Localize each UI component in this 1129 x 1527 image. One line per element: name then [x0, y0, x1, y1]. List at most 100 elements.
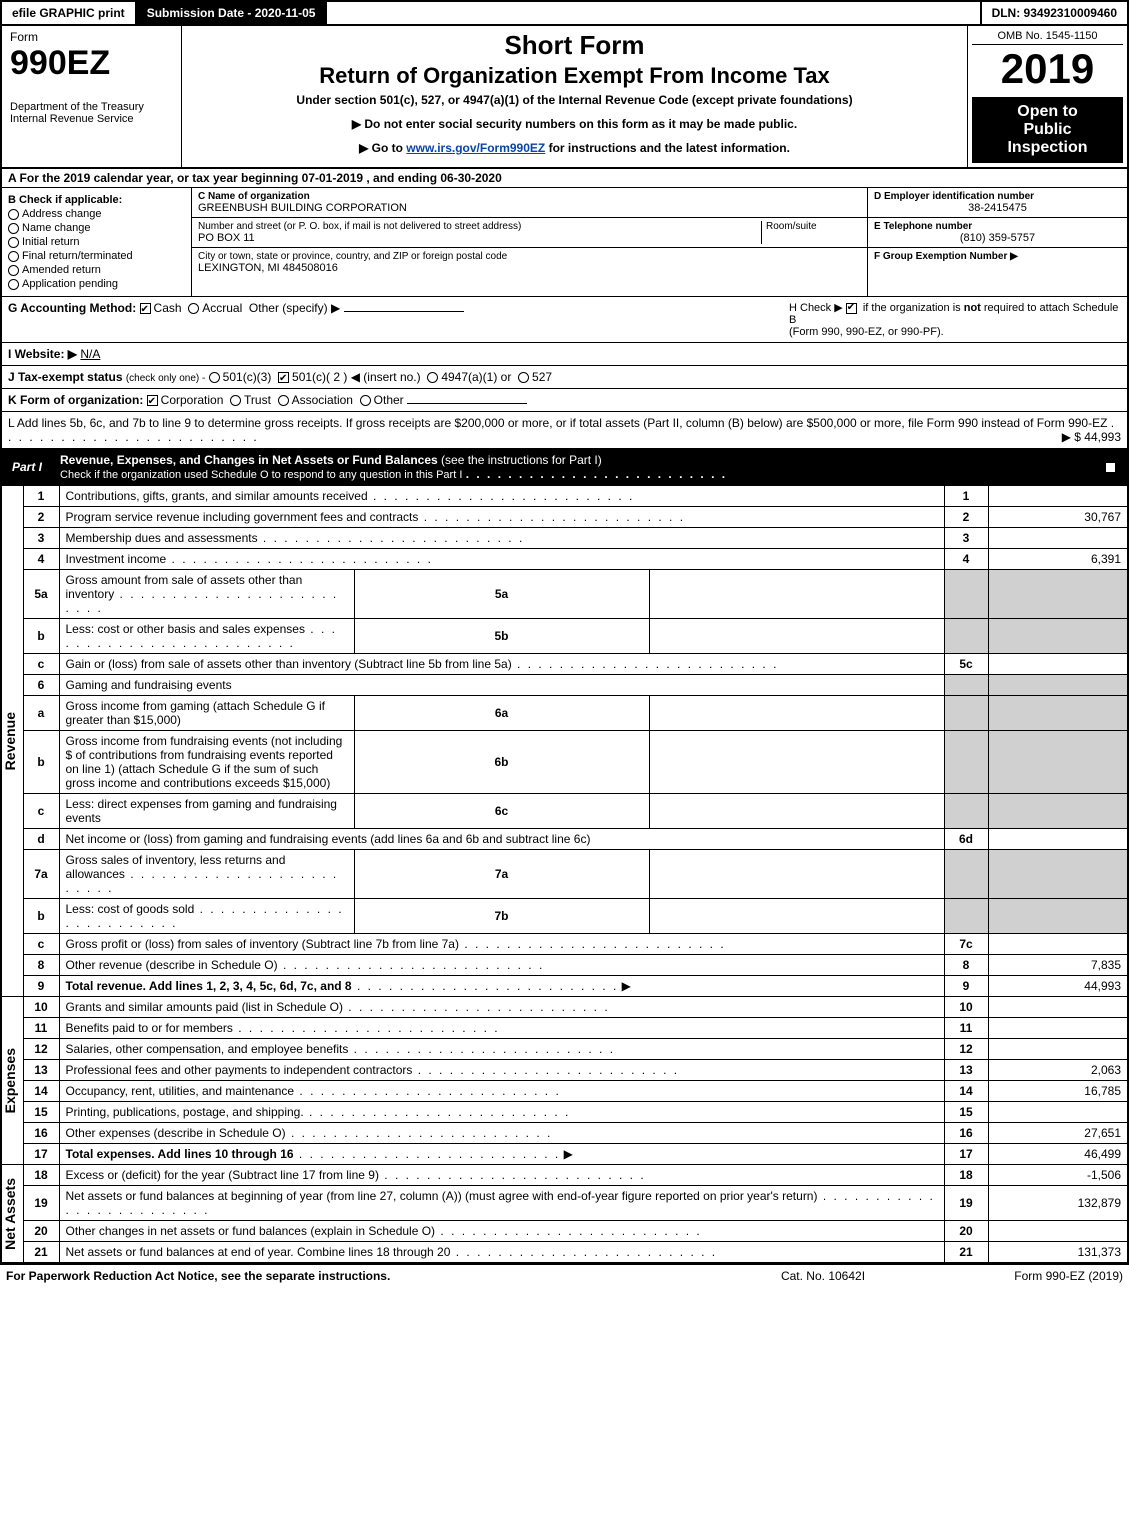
period-row: A For the 2019 calendar year, or tax yea… — [0, 169, 1129, 188]
line-ref: 9 — [944, 976, 988, 997]
irs-link[interactable]: www.irs.gov/Form990EZ — [406, 141, 545, 155]
chk-accrual[interactable] — [188, 303, 199, 314]
line-num: 5a — [23, 570, 59, 619]
submission-date: Submission Date - 2020-11-05 — [137, 2, 328, 24]
line-num: 14 — [23, 1081, 59, 1102]
chk-pending[interactable] — [8, 279, 19, 290]
sub-num: 5b — [354, 619, 649, 654]
line-num: b — [23, 619, 59, 654]
chk-501c3[interactable] — [209, 372, 220, 383]
chk-501c[interactable] — [278, 372, 289, 383]
line-num: c — [23, 654, 59, 675]
efile-button[interactable]: efile GRAPHIC print — [2, 2, 137, 24]
chk-address[interactable] — [8, 209, 19, 220]
chk-other-org[interactable] — [360, 395, 371, 406]
line-desc: Less: cost of goods sold — [66, 902, 195, 916]
shade-cell — [944, 731, 988, 794]
line-ref: 10 — [944, 997, 988, 1018]
line-ref: 4 — [944, 549, 988, 570]
part1-tag: Part I — [2, 456, 52, 478]
line-ref: 19 — [944, 1186, 988, 1221]
line-amount: 2,063 — [988, 1060, 1128, 1081]
other-org-input[interactable] — [407, 403, 527, 404]
lbl-other-method: Other (specify) ▶ — [249, 301, 340, 315]
title-return: Return of Organization Exempt From Incom… — [190, 63, 959, 89]
address-row: Number and street (or P. O. box, if mail… — [192, 218, 867, 248]
table-row: 15 Printing, publications, postage, and … — [1, 1102, 1128, 1123]
chk-assoc[interactable] — [278, 395, 289, 406]
dots-icon — [258, 531, 525, 545]
lbl-527: 527 — [532, 370, 552, 384]
shade-cell — [944, 570, 988, 619]
line-ref: 17 — [944, 1144, 988, 1165]
dots-icon — [294, 1147, 561, 1161]
line-num: c — [23, 934, 59, 955]
line-ref: 12 — [944, 1039, 988, 1060]
table-row: 12 Salaries, other compensation, and emp… — [1, 1039, 1128, 1060]
other-method-input[interactable] — [344, 311, 464, 312]
shade-cell — [988, 619, 1128, 654]
line-amount: 7,835 — [988, 955, 1128, 976]
lbl-501c: 501(c)( 2 ) ◀ (insert no.) — [292, 370, 421, 384]
line-num: 9 — [23, 976, 59, 997]
line-ref: 5c — [944, 654, 988, 675]
chk-final[interactable] — [8, 251, 19, 262]
lbl-corp: Corporation — [161, 393, 224, 407]
chk-527[interactable] — [518, 372, 529, 383]
table-row: 16 Other expenses (describe in Schedule … — [1, 1123, 1128, 1144]
city-row: City or town, state or province, country… — [192, 248, 867, 277]
table-row: Expenses 10 Grants and similar amounts p… — [1, 997, 1128, 1018]
chk-part1[interactable] — [1105, 462, 1116, 473]
chk-amended[interactable] — [8, 265, 19, 276]
lbl-pending: Application pending — [22, 278, 118, 290]
chk-corp[interactable] — [147, 395, 158, 406]
ein-value: 38-2415475 — [874, 202, 1121, 214]
dots-icon — [304, 1105, 571, 1119]
line-num: 12 — [23, 1039, 59, 1060]
table-row: c Gain or (loss) from sale of assets oth… — [1, 654, 1128, 675]
chk-trust[interactable] — [230, 395, 241, 406]
row-h: H Check ▶ if the organization is not req… — [781, 301, 1121, 338]
lbl-4947: 4947(a)(1) or — [441, 370, 511, 384]
shade-cell — [944, 794, 988, 829]
tax-year: 2019 — [972, 45, 1123, 93]
line-ref: 6d — [944, 829, 988, 850]
table-row: 20 Other changes in net assets or fund b… — [1, 1221, 1128, 1242]
top-bar: efile GRAPHIC print Submission Date - 20… — [0, 0, 1129, 26]
table-row: b Less: cost or other basis and sales ex… — [1, 619, 1128, 654]
arrow-icon: ▶ — [564, 1147, 573, 1161]
line-num: b — [23, 899, 59, 934]
line-desc: Less: direct expenses from gaming and fu… — [66, 797, 337, 825]
sub-val — [649, 570, 944, 619]
chk-4947[interactable] — [427, 372, 438, 383]
shade-cell — [944, 619, 988, 654]
line-num: 16 — [23, 1123, 59, 1144]
line-desc: Net assets or fund balances at beginning… — [66, 1189, 818, 1203]
h-text4: (Form 990, 990-EZ, or 990-PF). — [789, 326, 944, 338]
lbl-amended: Amended return — [22, 264, 101, 276]
table-row: 14 Occupancy, rent, utilities, and maint… — [1, 1081, 1128, 1102]
chk-h[interactable] — [846, 303, 857, 314]
line-ref: 20 — [944, 1221, 988, 1242]
line-amount: -1,506 — [988, 1165, 1128, 1186]
shade-cell — [988, 850, 1128, 899]
chk-name[interactable] — [8, 223, 19, 234]
line-desc: Membership dues and assessments — [66, 531, 258, 545]
line-amount — [988, 1221, 1128, 1242]
inspection-badge: Open to Public Inspection — [972, 97, 1123, 163]
line-ref: 1 — [944, 486, 988, 507]
subtitle: Under section 501(c), 527, or 4947(a)(1)… — [190, 93, 959, 107]
table-row: c Gross profit or (loss) from sales of i… — [1, 934, 1128, 955]
chk-cash[interactable] — [140, 303, 151, 314]
row-g-h: G Accounting Method: Cash Accrual Other … — [0, 297, 1129, 343]
phone-value: (810) 359-5757 — [874, 232, 1121, 244]
dots-icon — [166, 552, 433, 566]
line-desc: Gross income from fundraising events (no… — [66, 734, 343, 790]
table-row: 2 Program service revenue including gove… — [1, 507, 1128, 528]
sub-val — [649, 619, 944, 654]
line-ref: 8 — [944, 955, 988, 976]
lbl-other-org: Other — [374, 393, 404, 407]
j-label: J Tax-exempt status — [8, 370, 123, 384]
chk-initial[interactable] — [8, 237, 19, 248]
part1-header: Part I Revenue, Expenses, and Changes in… — [0, 449, 1129, 485]
